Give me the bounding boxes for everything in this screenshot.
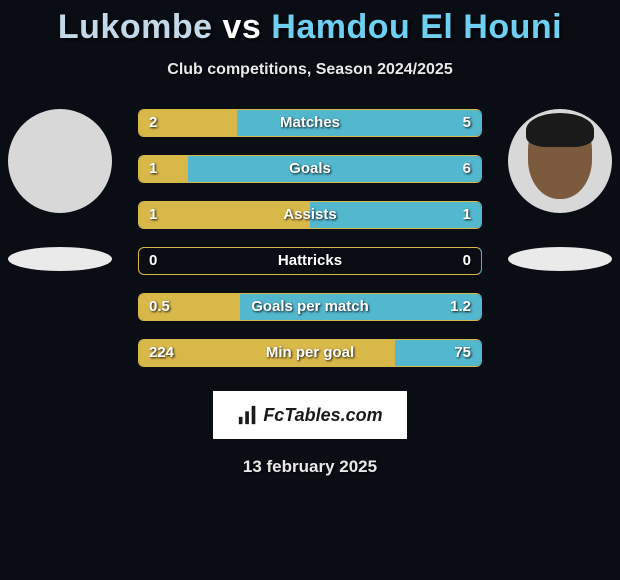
title-player2: Hamdou El Houni xyxy=(271,8,562,46)
bar-row: 16Goals xyxy=(138,155,482,183)
brand-text: FcTables.com xyxy=(263,405,382,426)
bar-row: 22475Min per goal xyxy=(138,339,482,367)
bar-label: Goals xyxy=(139,156,481,183)
bar-label: Assists xyxy=(139,202,481,229)
comparison-chart: 25Matches 16Goals 11Assists 00Hattricks 0.51… xyxy=(0,109,620,389)
bars-container: 25Matches 16Goals 11Assists 00Hattricks 0.51… xyxy=(138,109,482,385)
bar-chart-icon xyxy=(237,404,259,426)
title-player1: Lukombe xyxy=(58,8,213,46)
player2-avatar-shadow xyxy=(508,247,612,271)
bar-row: 00Hattricks xyxy=(138,247,482,275)
bar-label: Min per goal xyxy=(139,340,481,367)
date-label: 13 february 2025 xyxy=(0,457,620,477)
player1-avatar-shadow xyxy=(8,247,112,271)
title-vs: vs xyxy=(222,8,261,46)
bar-row: 0.51.2Goals per match xyxy=(138,293,482,321)
bar-label: Goals per match xyxy=(139,294,481,321)
brand-logo: FcTables.com xyxy=(237,404,382,426)
bar-row: 11Assists xyxy=(138,201,482,229)
player1-avatar-block xyxy=(8,109,112,271)
player1-avatar xyxy=(8,109,112,213)
bar-label: Matches xyxy=(139,110,481,137)
brand-badge: FcTables.com xyxy=(213,391,407,439)
bar-row: 25Matches xyxy=(138,109,482,137)
player2-avatar-block xyxy=(508,109,612,271)
player2-avatar xyxy=(508,109,612,213)
comparison-title: Lukombe vs Hamdou El Houni xyxy=(0,0,620,47)
subtitle: Club competitions, Season 2024/2025 xyxy=(0,61,620,79)
bar-label: Hattricks xyxy=(139,248,481,275)
